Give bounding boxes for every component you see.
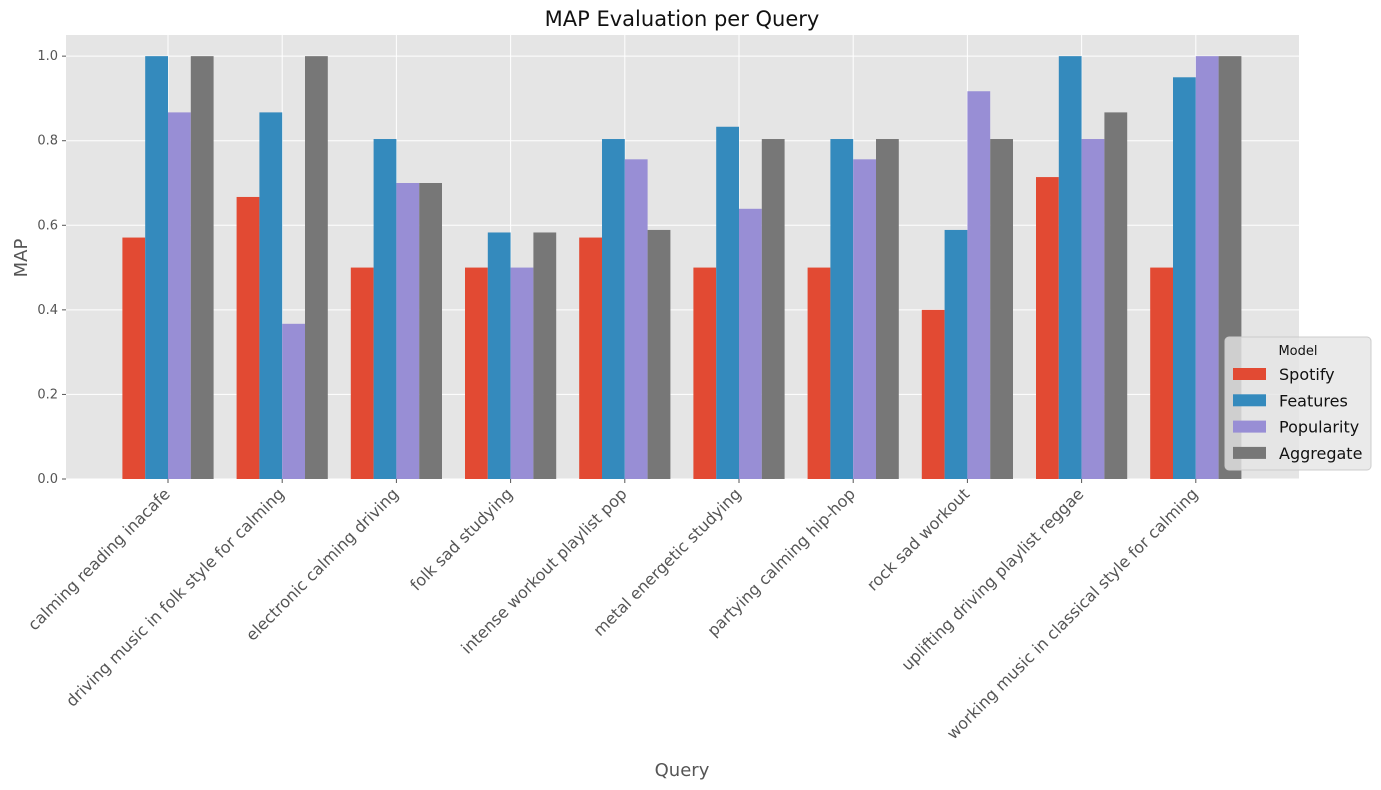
bar-spotify-4 <box>579 237 602 479</box>
legend-label-features: Features <box>1279 391 1348 410</box>
bar-aggregate-4 <box>647 229 671 479</box>
bar-features-8 <box>1058 56 1082 480</box>
bar-spotify-5 <box>693 267 717 479</box>
bar-aggregate-1 <box>305 56 328 480</box>
bar-aggregate-3 <box>533 232 557 479</box>
bar-spotify-0 <box>122 237 146 479</box>
bar-spotify-8 <box>1036 177 1059 479</box>
x-tick-label: driving music in folk style for calming <box>62 484 288 710</box>
y-tick-label: 0.8 <box>37 134 58 149</box>
x-tick-label: uplifting driving playlist reggae <box>897 484 1087 674</box>
bar-popularity-6 <box>853 159 876 479</box>
bar-spotify-3 <box>465 267 488 479</box>
bar-features-0 <box>145 56 168 480</box>
bar-popularity-0 <box>168 112 191 479</box>
bar-aggregate-7 <box>990 139 1013 479</box>
bar-aggregate-6 <box>876 139 899 479</box>
legend-swatch-features <box>1233 394 1266 407</box>
y-axis-label: MAP <box>11 239 32 278</box>
chart-title: MAP Evaluation per Query <box>545 7 820 31</box>
bar-aggregate-8 <box>1104 112 1128 479</box>
bar-spotify-2 <box>350 267 374 479</box>
bars-group <box>122 56 1242 480</box>
y-tick-label: 0.2 <box>37 387 58 402</box>
bar-popularity-5 <box>739 208 762 479</box>
bar-features-4 <box>602 139 625 479</box>
y-tick-label: 0.6 <box>37 218 58 233</box>
bar-popularity-9 <box>1195 56 1219 480</box>
y-tick-label: 0.4 <box>37 303 58 318</box>
legend-swatch-aggregate <box>1233 446 1266 459</box>
x-axis-label: Query <box>655 760 710 781</box>
legend-swatch-spotify <box>1233 368 1266 380</box>
bar-popularity-4 <box>624 159 648 479</box>
y-tick-label: 1.0 <box>37 49 58 64</box>
x-tick-label: rock sad workout <box>863 484 973 594</box>
bar-spotify-1 <box>236 196 260 479</box>
legend-title: Model <box>1278 344 1317 359</box>
bar-popularity-8 <box>1081 139 1105 479</box>
bar-spotify-6 <box>807 267 831 479</box>
bar-popularity-3 <box>510 267 534 479</box>
legend-label-spotify: Spotify <box>1279 365 1335 384</box>
x-tick-label: working music in classical style for cal… <box>943 484 1202 743</box>
bar-popularity-2 <box>396 183 420 479</box>
x-tick-label: folk sad studying <box>406 484 516 594</box>
bar-features-7 <box>944 229 968 479</box>
legend: Model Spotify Features Popularity Aggregate <box>1224 336 1372 471</box>
y-axis-ticks: 0.0 0.2 0.4 0.6 0.8 1.0 <box>37 49 66 487</box>
legend-label-aggregate: Aggregate <box>1279 444 1362 463</box>
bar-spotify-7 <box>921 309 945 479</box>
bar-aggregate-2 <box>419 183 442 479</box>
bar-popularity-1 <box>282 323 305 479</box>
bar-features-3 <box>487 232 511 479</box>
bar-aggregate-0 <box>190 56 214 480</box>
bar-features-9 <box>1173 77 1196 480</box>
bar-aggregate-5 <box>761 139 785 479</box>
bar-features-5 <box>716 126 739 479</box>
bar-features-1 <box>259 112 283 479</box>
bar-features-6 <box>830 139 854 479</box>
bar-spotify-9 <box>1150 267 1173 479</box>
y-tick-label: 0.0 <box>37 472 58 487</box>
bar-popularity-7 <box>967 91 991 480</box>
legend-items: Spotify Features Popularity Aggregate <box>1233 365 1362 463</box>
legend-swatch-popularity <box>1233 420 1266 433</box>
legend-label-popularity: Popularity <box>1279 418 1359 437</box>
bar-features-2 <box>373 139 397 479</box>
